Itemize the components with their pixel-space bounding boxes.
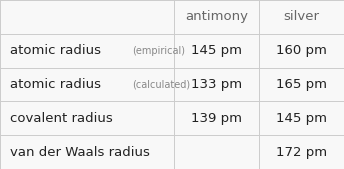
Text: 145 pm: 145 pm (191, 44, 242, 57)
Text: atomic radius: atomic radius (10, 78, 101, 91)
Text: 160 pm: 160 pm (276, 44, 327, 57)
Text: 133 pm: 133 pm (191, 78, 242, 91)
Text: (calculated): (calculated) (132, 79, 190, 90)
Text: atomic radius: atomic radius (10, 44, 101, 57)
Text: antimony: antimony (185, 10, 248, 23)
Text: 145 pm: 145 pm (276, 112, 327, 125)
Text: covalent radius: covalent radius (10, 112, 113, 125)
Text: 139 pm: 139 pm (191, 112, 242, 125)
Text: silver: silver (283, 10, 320, 23)
Text: 165 pm: 165 pm (276, 78, 327, 91)
Text: (empirical): (empirical) (132, 46, 185, 56)
Text: van der Waals radius: van der Waals radius (10, 146, 150, 159)
Text: 172 pm: 172 pm (276, 146, 327, 159)
